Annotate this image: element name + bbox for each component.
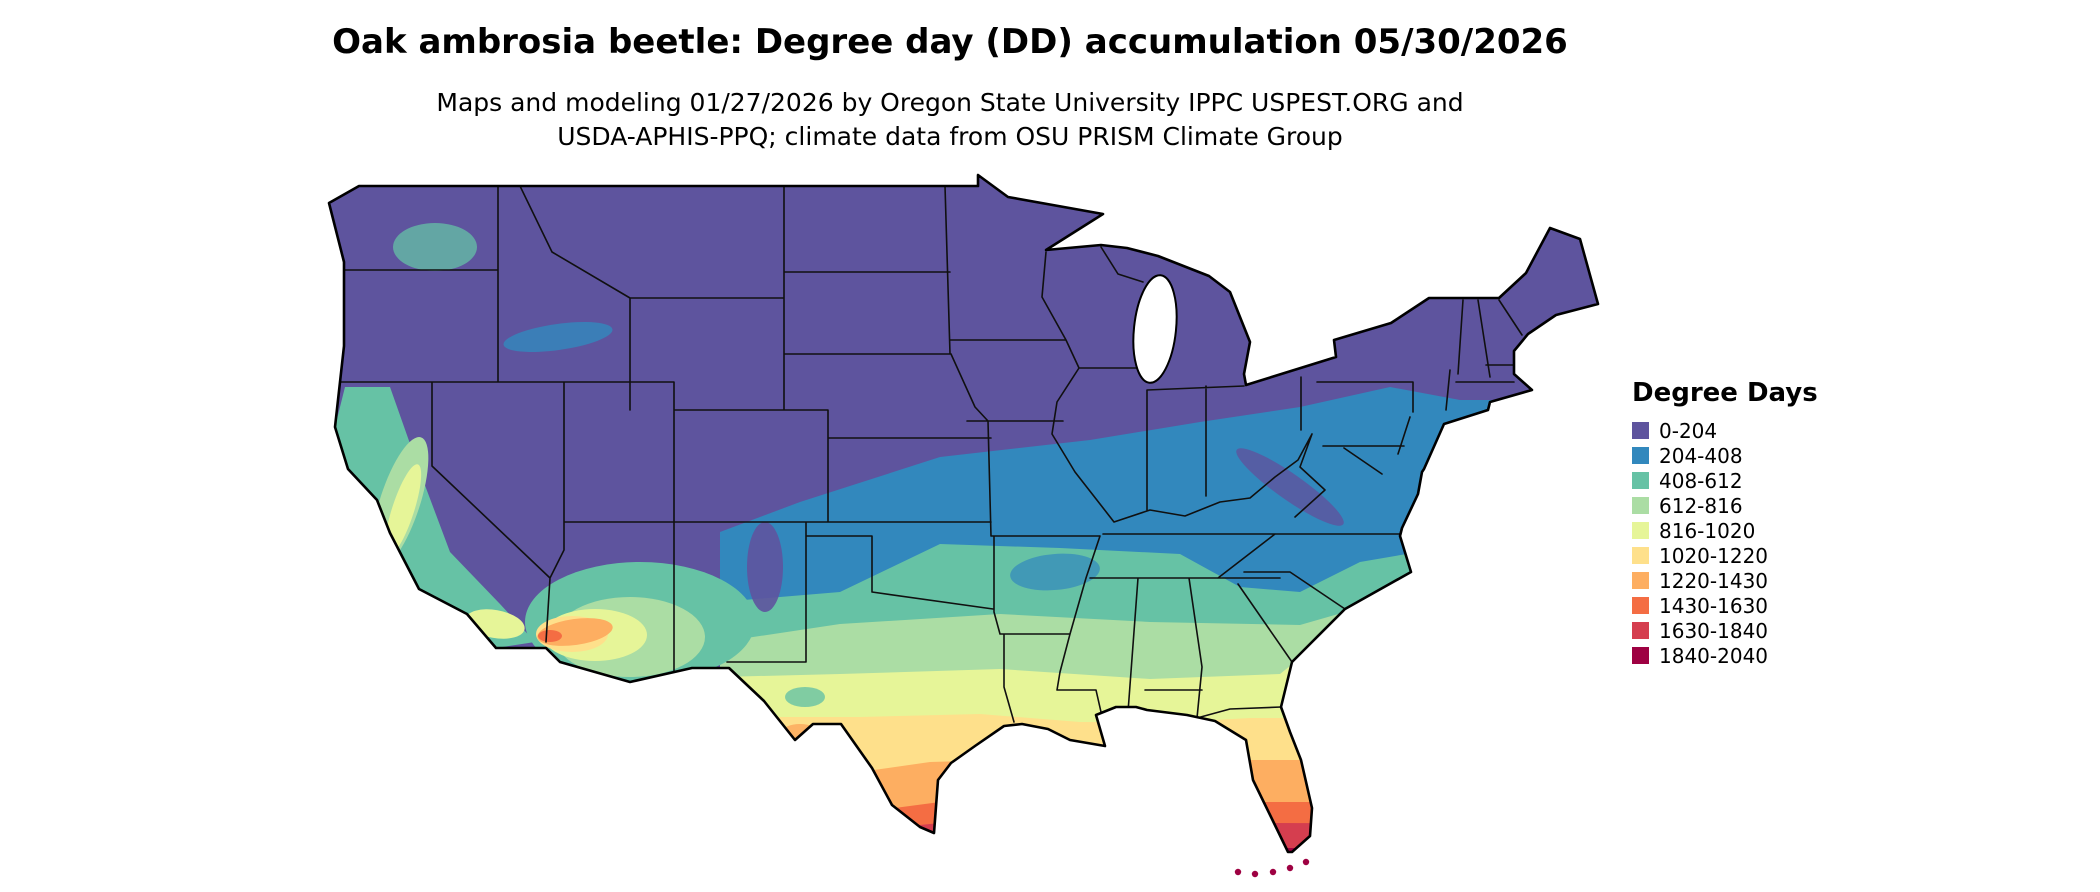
- legend-swatch: [1632, 522, 1649, 539]
- state-borders: [339, 185, 1525, 723]
- us-degree-day-map: [327, 173, 1600, 878]
- legend-label: 1430-1630: [1659, 593, 1769, 618]
- lake-michigan: [1132, 274, 1178, 384]
- legend-swatch: [1632, 597, 1649, 614]
- yuma-hot-core: [538, 630, 562, 642]
- legend-item: 612-816: [1632, 493, 1818, 518]
- davis-mountains-patch: [785, 687, 825, 707]
- legend-item: 1840-2040: [1632, 643, 1818, 668]
- legend-swatch: [1632, 647, 1649, 664]
- central-valley-core: [384, 464, 422, 556]
- legend: Degree Days 0-204 204-408 408-612 612-816 81…: [1632, 378, 1818, 668]
- map-subtitle: Maps and modeling 01/27/2026 by Oregon S…: [0, 86, 1900, 154]
- map-title: Oak ambrosia beetle: Degree day (DD) acc…: [332, 22, 1568, 62]
- legend-item: 1630-1840: [1632, 618, 1818, 643]
- legend-swatch: [1632, 497, 1649, 514]
- legend-item: 1220-1430: [1632, 568, 1818, 593]
- legend-item: 0-204: [1632, 418, 1818, 443]
- legend-title: Degree Days: [1632, 378, 1818, 408]
- snake-river-plain-patch: [503, 322, 613, 352]
- florida-keys: [1234, 858, 1310, 878]
- dd-band-1630-1840: [900, 822, 1598, 852]
- legend-label: 1840-2040: [1659, 643, 1769, 668]
- new-mexico-ridge-patch: [747, 522, 783, 612]
- california-coast-patch: [335, 387, 535, 648]
- legend-items: 0-204 204-408 408-612 612-816 816-1020 1020-1…: [1632, 418, 1818, 668]
- columbia-basin-patch: [393, 223, 477, 271]
- legend-item: 816-1020: [1632, 518, 1818, 543]
- map-area: [300, 172, 1600, 887]
- appalachian-purple-streak: [1236, 448, 1344, 526]
- subtitle-line-2: USDA-APHIS-PPQ; climate data from OSU PR…: [557, 122, 1343, 151]
- legend-item: 1020-1220: [1632, 543, 1818, 568]
- legend-item: 204-408: [1632, 443, 1818, 468]
- legend-swatch: [1632, 422, 1649, 439]
- dd-band-1020-1220: [740, 714, 1598, 852]
- legend-swatch: [1632, 622, 1649, 639]
- legend-label: 1630-1840: [1659, 618, 1769, 643]
- legend-swatch: [1632, 547, 1649, 564]
- dd-band-1220-1430: [860, 760, 1598, 852]
- legend-label: 1220-1430: [1659, 568, 1769, 593]
- legend-swatch: [1632, 472, 1649, 489]
- us-outline: [327, 173, 1600, 854]
- legend-item: 408-612: [1632, 468, 1818, 493]
- legend-label: 408-612: [1659, 468, 1743, 493]
- legend-item: 1430-1630: [1632, 593, 1818, 618]
- legend-label: 1020-1220: [1659, 543, 1769, 568]
- legend-label: 0-204: [1659, 418, 1718, 443]
- ozark-blue-patch: [1010, 553, 1100, 591]
- legend-label: 612-816: [1659, 493, 1743, 518]
- subtitle-line-1: Maps and modeling 01/27/2026 by Oregon S…: [436, 88, 1464, 117]
- legend-swatch: [1632, 572, 1649, 589]
- legend-label: 204-408: [1659, 443, 1743, 468]
- legend-label: 816-1020: [1659, 518, 1756, 543]
- dd-band-1840-2040: [920, 848, 1598, 852]
- legend-swatch: [1632, 447, 1649, 464]
